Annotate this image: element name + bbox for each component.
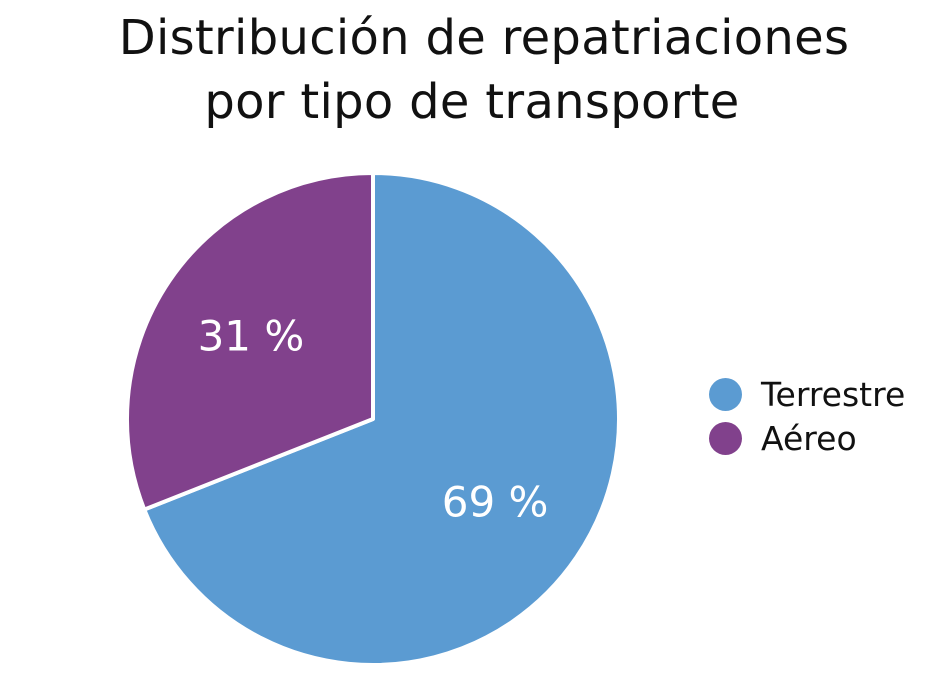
pie-label-aereo: 31 % bbox=[198, 312, 305, 361]
legend-swatch-aereo bbox=[709, 421, 742, 455]
chart-title-line-2: por tipo de transporte bbox=[204, 74, 740, 130]
pie-slice-aereo bbox=[125, 171, 375, 512]
pie-label-terrestre: 69 % bbox=[442, 477, 549, 526]
pie-slices bbox=[125, 171, 621, 667]
legend-item-aereo: Aéreo bbox=[709, 416, 905, 460]
legend-label-aereo: Aéreo bbox=[761, 418, 857, 458]
legend-swatch-terrestre bbox=[709, 377, 742, 411]
legend: Terrestre Aéreo bbox=[709, 372, 905, 460]
chart-title-line-1: Distribución de repatriaciones bbox=[118, 10, 850, 66]
pie-slice-terrestre bbox=[142, 171, 621, 667]
legend-item-terrestre: Terrestre bbox=[709, 372, 905, 416]
pie-slice-labels: 69 % 31 % bbox=[198, 312, 549, 527]
legend-label-terrestre: Terrestre bbox=[761, 374, 906, 414]
